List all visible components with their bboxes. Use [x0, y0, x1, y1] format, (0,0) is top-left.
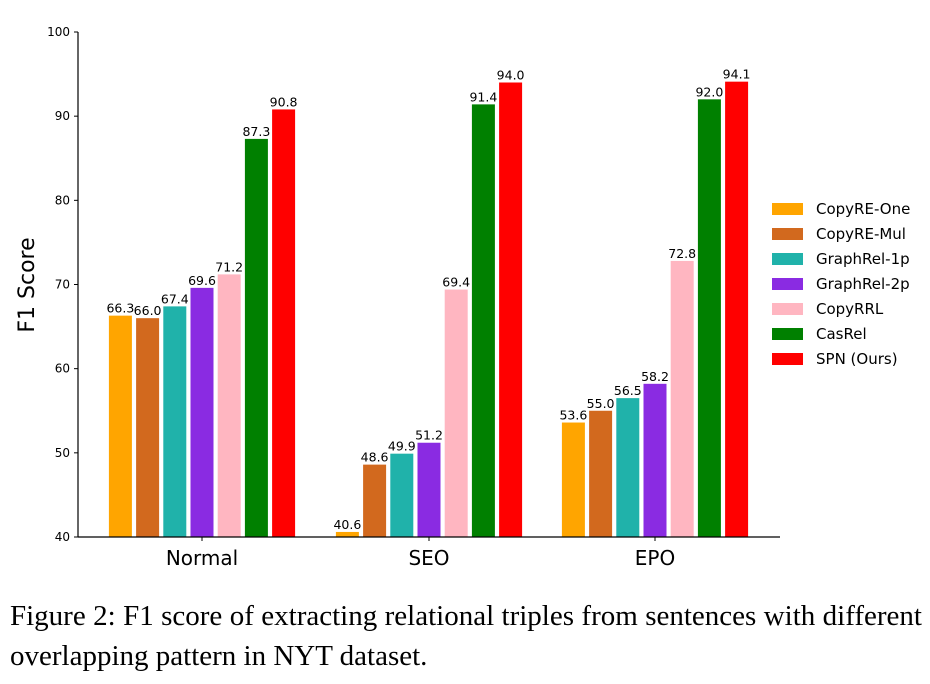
bar [725, 81, 749, 538]
data-label: 55.0 [587, 396, 615, 411]
y-tick-label: 80 [55, 193, 70, 207]
y-tick-label: 90 [55, 109, 70, 123]
data-label: 48.6 [361, 450, 389, 465]
data-label: 49.9 [388, 439, 416, 454]
legend-swatch [772, 278, 803, 290]
legend-swatch [772, 203, 803, 215]
data-label: 51.2 [415, 428, 443, 443]
data-label: 72.8 [668, 246, 696, 261]
bar [589, 410, 613, 537]
data-label: 58.2 [641, 369, 669, 384]
bar [244, 138, 268, 537]
x-tick-label: EPO [635, 546, 675, 570]
y-tick-label: 40 [55, 530, 70, 544]
y-axis-label: F1 Score [15, 237, 40, 332]
x-tick-label: SEO [408, 546, 449, 570]
data-label: 94.0 [497, 68, 525, 83]
bar [444, 289, 468, 537]
bar [136, 318, 160, 537]
legend-swatch [772, 303, 803, 315]
bar [335, 531, 359, 537]
bar [190, 287, 214, 537]
legend-swatch [772, 328, 803, 340]
legend: CopyRE-One CopyRE-Mul GraphRel-1p GraphRel-… [772, 200, 910, 368]
data-label: 66.0 [134, 303, 162, 318]
data-label: 69.6 [188, 273, 216, 288]
legend-label: SPN (Ours) [816, 350, 898, 368]
data-label: 71.2 [215, 259, 243, 274]
legend-label: CasRel [816, 325, 867, 343]
bar [697, 99, 721, 537]
data-label: 40.6 [333, 517, 361, 532]
data-label: 66.3 [106, 301, 134, 316]
data-label: 67.4 [161, 291, 189, 306]
bar [390, 453, 414, 537]
bar [363, 464, 387, 537]
bar [417, 442, 441, 537]
y-tick-label: 60 [55, 362, 70, 376]
figure-caption: Figure 2: F1 score of extracting relatio… [10, 600, 922, 672]
legend-swatch [772, 228, 803, 240]
data-label: 92.0 [695, 84, 723, 99]
data-label: 90.8 [270, 94, 298, 109]
data-label: 94.1 [723, 67, 751, 82]
data-label: 91.4 [469, 89, 497, 104]
data-label: 87.3 [242, 124, 270, 139]
data-label: 53.6 [559, 408, 587, 423]
bar [499, 82, 523, 537]
bar [670, 260, 694, 537]
legend-label: GraphRel-2p [816, 275, 910, 293]
y-tick-label: 50 [55, 446, 70, 460]
legend-swatch [772, 253, 803, 265]
y-tick-label: 70 [55, 278, 70, 292]
bar [561, 422, 585, 537]
legend-swatch [772, 353, 803, 365]
y-tick-label: 100 [47, 25, 70, 39]
bar [163, 306, 187, 537]
legend-label: CopyRRL [816, 300, 884, 318]
bar [108, 315, 132, 537]
legend-label: CopyRE-One [816, 200, 910, 218]
legend-label: CopyRE-Mul [816, 225, 906, 243]
x-tick-label: Normal [166, 546, 238, 570]
bar [616, 398, 640, 537]
bar [217, 274, 241, 537]
bar [643, 383, 667, 537]
data-label: 69.4 [442, 275, 470, 290]
bar [471, 104, 495, 537]
legend-label: GraphRel-1p [816, 250, 910, 268]
bar-chart: 66.3 40.6 53.6 66.0 48.6 55.0 67.4 49.9 56.5 69.6… [15, 25, 910, 570]
data-label: 56.5 [614, 383, 642, 398]
bar [272, 109, 296, 537]
